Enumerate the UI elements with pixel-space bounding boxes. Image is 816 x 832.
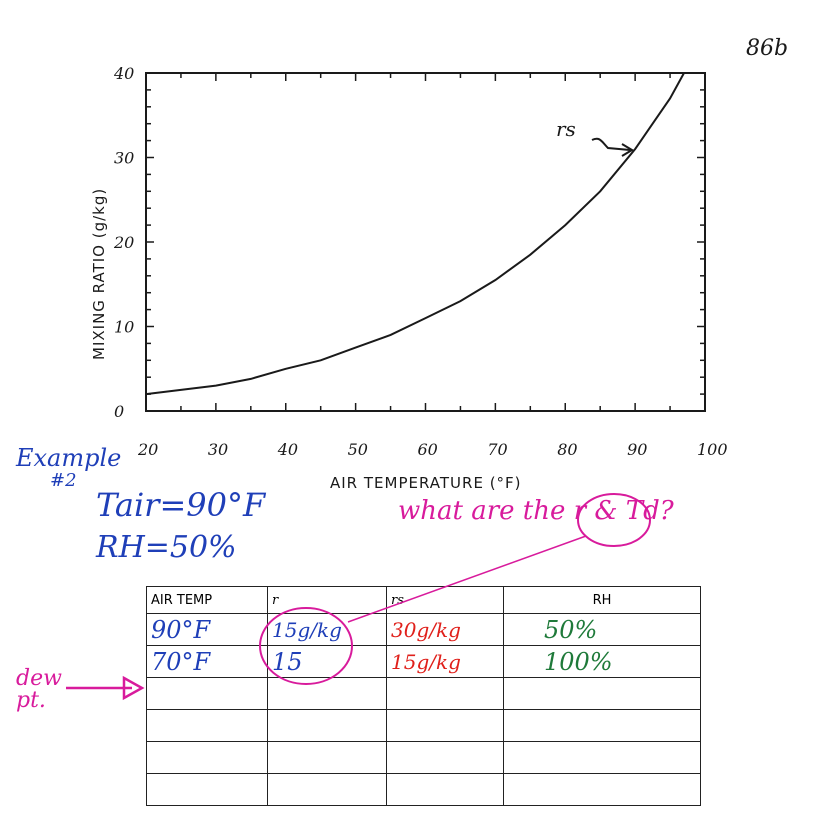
cell-saturation-mixing-ratio — [386, 677, 504, 710]
x-tick-label: 70 — [487, 440, 507, 459]
header-mixing-ratio: r — [267, 586, 387, 614]
y-axis-tick-labels: 0 10 20 30 40 — [113, 64, 134, 421]
cell-relative-humidity — [503, 741, 701, 774]
mixing-ratio-chart: 20 30 40 50 60 70 80 90 100 0 10 20 30 40 rs AIR TEM… — [90, 64, 728, 492]
table-row: 90°F 15g/kg 30g/kg 50% — [146, 613, 701, 646]
table-row — [146, 709, 701, 742]
data-table-container: AIR TEMP r rs RH 90°F 15g/kg 30g/kg 50% … — [146, 586, 701, 832]
cell-relative-humidity — [503, 709, 701, 742]
cell-mixing-ratio — [267, 773, 387, 806]
x-tick-label: 30 — [208, 440, 228, 459]
cell-saturation-mixing-ratio — [386, 773, 504, 806]
question-text: what are the r & Td? — [398, 496, 674, 526]
x-tick-label: 90 — [627, 440, 647, 459]
cell-relative-humidity: 100% — [503, 645, 701, 678]
y-tick-label: 0 — [114, 402, 124, 421]
y-tick-label: 30 — [114, 149, 134, 168]
x-tick-label: 40 — [277, 440, 298, 459]
header-relative-humidity: RH — [503, 586, 701, 614]
rs-annotation-label: rs — [556, 117, 576, 141]
cell-air-temp — [146, 677, 268, 710]
example-number: #2 — [50, 470, 77, 491]
cell-air-temp — [146, 709, 268, 742]
humidity-table: AIR TEMP r rs RH 90°F 15g/kg 30g/kg 50% … — [146, 586, 701, 806]
cell-mixing-ratio — [267, 709, 387, 742]
header-air-temp: AIR TEMP — [146, 586, 268, 614]
cell-relative-humidity — [503, 677, 701, 710]
x-tick-label: 50 — [348, 440, 368, 459]
cell-saturation-mixing-ratio: 30g/kg — [386, 613, 504, 646]
cell-relative-humidity: 50% — [503, 613, 701, 646]
x-tick-label: 80 — [557, 440, 577, 459]
cell-air-temp — [146, 741, 268, 774]
table-row — [146, 773, 701, 806]
rs-curve-line — [145, 72, 685, 396]
cell-relative-humidity — [503, 773, 701, 806]
given-relative-humidity: RH=50% — [96, 530, 237, 565]
given-air-temperature: Tair=90°F — [96, 486, 266, 524]
y-axis-ticks — [146, 72, 705, 412]
x-tick-label: 20 — [137, 440, 158, 459]
cell-mixing-ratio: 15 — [267, 645, 387, 678]
cell-saturation-mixing-ratio — [386, 741, 504, 774]
x-axis-ticks — [145, 73, 706, 411]
dew-point-label: dew pt. — [16, 666, 62, 713]
x-tick-label: 100 — [697, 440, 728, 459]
cell-saturation-mixing-ratio — [386, 709, 504, 742]
table-row — [146, 677, 701, 710]
header-saturation-mixing-ratio: rs — [386, 586, 504, 614]
y-tick-label: 10 — [114, 318, 134, 337]
cell-saturation-mixing-ratio: 15g/kg — [386, 645, 504, 678]
x-tick-label: 60 — [418, 440, 438, 459]
dew-point-arrow-icon — [66, 675, 145, 701]
table-row — [146, 741, 701, 774]
x-axis-label: AIR TEMPERATURE (°F) — [330, 474, 522, 492]
y-tick-label: 40 — [113, 64, 134, 83]
cell-air-temp: 90°F — [146, 613, 268, 646]
plot-frame — [145, 72, 706, 412]
page-number: 86b — [746, 36, 789, 61]
example-label: Example — [16, 444, 122, 472]
y-axis-label: MIXING RATIO (g/kg) — [90, 188, 108, 360]
y-tick-label: 20 — [113, 233, 134, 252]
x-axis-tick-labels: 20 30 40 50 60 70 80 90 100 — [137, 440, 728, 459]
rs-annotation-arrowhead — [621, 143, 634, 157]
cell-mixing-ratio — [267, 741, 387, 774]
cell-air-temp: 70°F — [146, 645, 268, 678]
cell-mixing-ratio — [267, 677, 387, 710]
cell-mixing-ratio: 15g/kg — [267, 613, 387, 646]
table-header-row: AIR TEMP r rs RH — [146, 586, 701, 614]
table-row: 70°F 15 15g/kg 100% — [146, 645, 701, 678]
rs-annotation-arrow — [591, 137, 631, 151]
cell-air-temp — [146, 773, 268, 806]
